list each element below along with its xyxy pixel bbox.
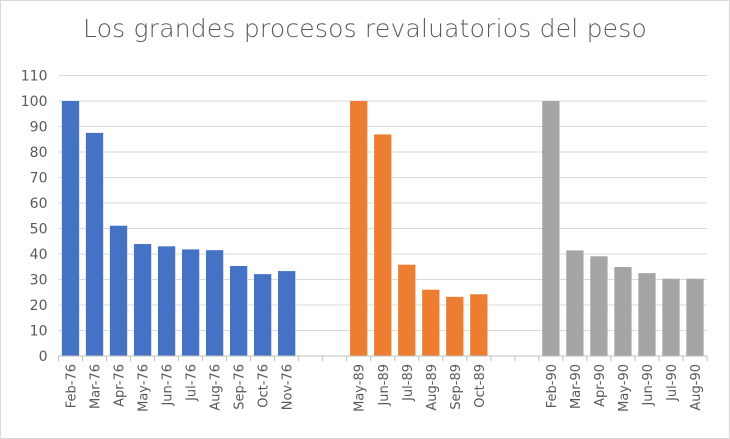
bar [61,101,80,356]
x-tick-label: Apr-76 [113,364,128,407]
y-tick-label: 20 [30,298,48,314]
bar [229,265,248,356]
x-tick-label: Mar-76 [89,364,104,409]
x-tick-label: Jun-90 [641,364,656,407]
y-tick-label: 0 [39,349,48,365]
bar [662,278,680,356]
x-tick-label: Mar-90 [569,364,584,409]
bar [542,101,560,356]
x-tick-label: Feb-90 [545,364,560,408]
x-tick-label: Oct-76 [257,364,272,408]
bar [590,256,608,356]
x-tick-label: Apr-90 [593,364,608,407]
bar [398,264,416,356]
bar [157,246,176,356]
x-tick-label: May-76 [137,364,152,412]
y-tick-label: 40 [30,247,48,263]
x-tick-label: Jun-76 [161,364,176,407]
chart-title: Los grandes procesos revaluatorios del p… [83,14,647,43]
y-tick-label: 10 [30,324,48,340]
bar [278,271,296,356]
bar [205,250,224,356]
y-tick-label: 90 [30,120,48,136]
x-tick-label: Sep-89 [449,364,464,410]
x-tick-label: Sep-76 [233,364,248,410]
y-tick-label: 110 [21,69,48,85]
x-tick-label: Jun-89 [377,364,392,407]
bar [446,296,464,356]
bar [133,244,152,356]
bar [470,294,488,356]
bar [109,225,128,356]
bar [254,274,272,356]
bar [350,101,368,356]
bar [85,132,104,356]
x-tick-label: Feb-76 [65,364,80,408]
bar [422,289,440,356]
y-tick-label: 30 [30,273,48,289]
bar [374,134,392,356]
bar [181,249,200,356]
y-tick-label: 70 [30,171,48,187]
x-tick-label: May-89 [353,364,368,412]
x-tick-label: Jul-90 [665,364,680,402]
bar [566,250,584,356]
x-tick-label: Aug-76 [209,364,224,411]
x-tick-label: Aug-90 [689,364,704,411]
x-tick-label: Aug-89 [425,364,440,411]
y-tick-label: 50 [30,222,48,238]
x-tick-label: Jul-89 [401,364,416,402]
y-tick-label: 60 [30,196,48,212]
bar [638,273,656,356]
x-tick-label: Jul-76 [185,364,200,402]
x-tick-label: May-90 [617,364,632,412]
y-tick-label: 80 [30,145,48,161]
x-tick-label: Nov-76 [281,364,296,410]
y-tick-label: 100 [21,94,48,110]
x-tick-label: Oct-89 [473,364,488,408]
bar [614,267,632,356]
bar [686,278,704,356]
